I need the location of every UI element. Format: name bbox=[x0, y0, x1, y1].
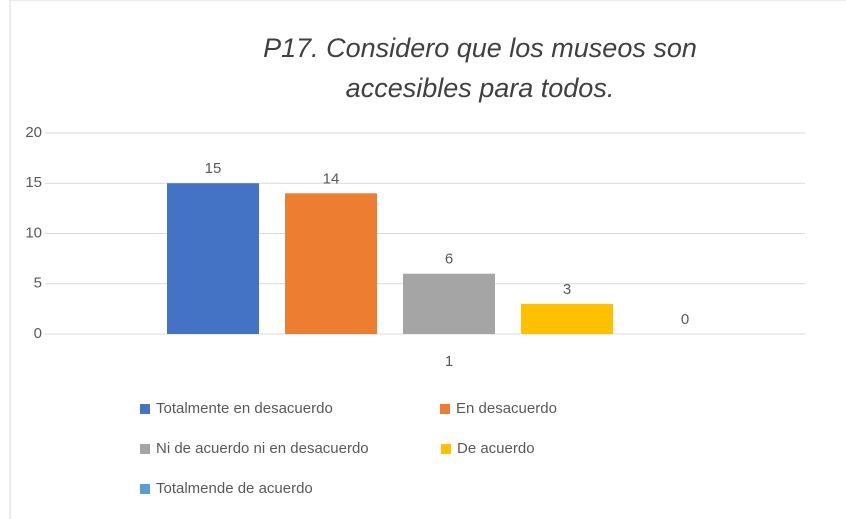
data-label: 6 bbox=[445, 251, 453, 268]
data-label: 3 bbox=[563, 281, 571, 298]
bar bbox=[167, 183, 259, 334]
bar bbox=[521, 303, 613, 334]
legend-swatch bbox=[140, 444, 150, 454]
legend-swatch bbox=[440, 404, 450, 414]
legend-swatch bbox=[441, 444, 451, 454]
chart-title: P17. Considero que los museos son accesi… bbox=[263, 33, 697, 103]
y-tick-label: 10 bbox=[25, 224, 42, 241]
data-label: 0 bbox=[681, 311, 689, 328]
data-label: 14 bbox=[323, 170, 340, 187]
y-tick-label: 15 bbox=[25, 174, 42, 191]
data-label: 15 bbox=[205, 160, 222, 177]
legend-label: En desacuerdo bbox=[456, 400, 557, 417]
legend-swatch bbox=[140, 484, 150, 494]
bar bbox=[403, 273, 495, 334]
bar bbox=[285, 193, 377, 334]
legend-label: Totalmende de acuerdo bbox=[156, 480, 313, 497]
y-tick-label: 0 bbox=[34, 325, 42, 342]
legend-label: De acuerdo bbox=[457, 440, 535, 457]
y-tick-label: 5 bbox=[34, 275, 42, 292]
legend-swatch bbox=[140, 404, 150, 414]
legend-label: Totalmente en desacuerdo bbox=[156, 400, 333, 417]
legend-label: Ni de acuerdo ni en desacuerdo bbox=[156, 440, 369, 457]
x-tick-label: 1 bbox=[445, 353, 453, 370]
chart-border bbox=[9, 0, 846, 519]
y-tick-label: 20 bbox=[25, 124, 42, 141]
